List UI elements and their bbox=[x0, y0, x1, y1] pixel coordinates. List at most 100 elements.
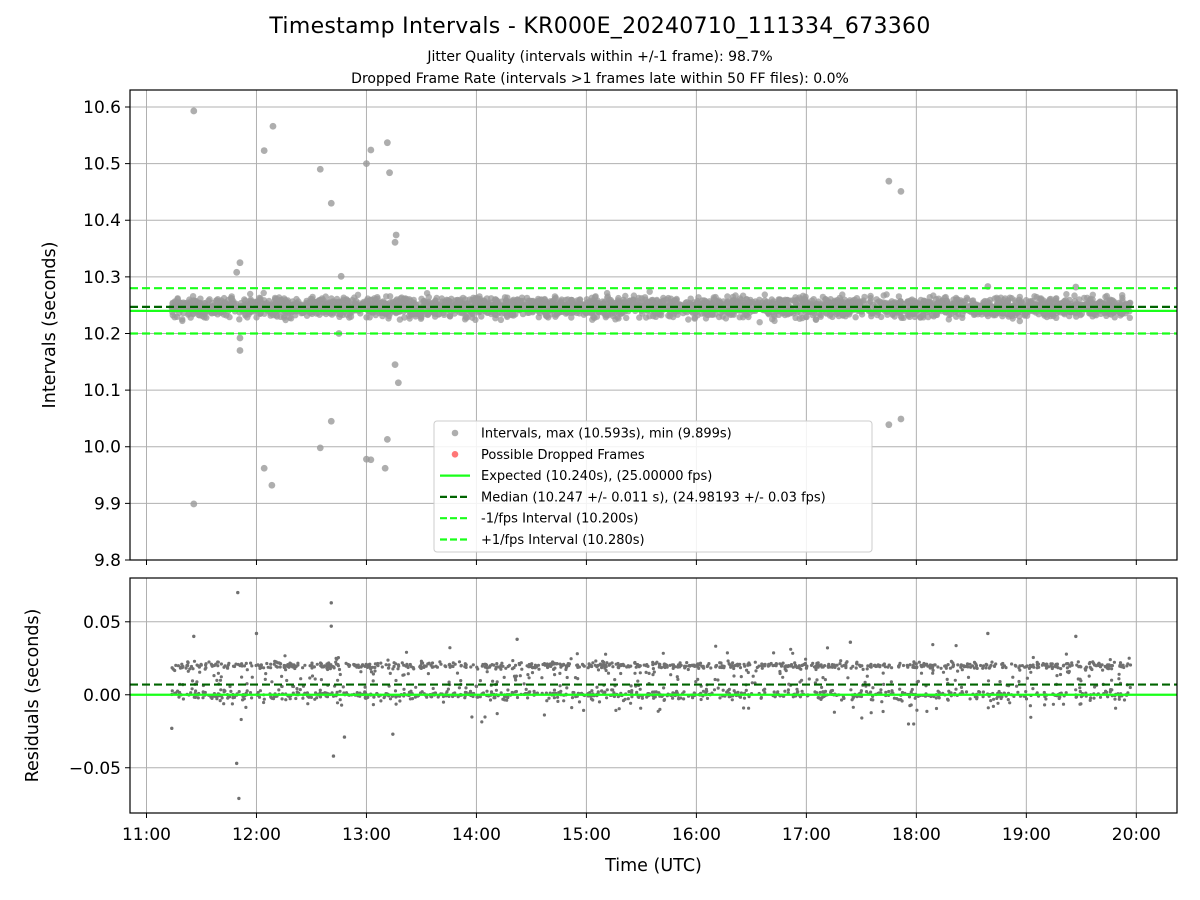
interval-outlier-point bbox=[236, 347, 244, 354]
residual-outlier-point bbox=[1074, 634, 1078, 639]
residual-point bbox=[489, 690, 494, 694]
residual-point bbox=[915, 708, 919, 712]
residual-point bbox=[869, 711, 873, 715]
residual-point bbox=[405, 662, 409, 666]
residual-point bbox=[336, 678, 340, 682]
interval-point bbox=[1111, 299, 1119, 307]
residual-point bbox=[937, 696, 941, 700]
residual-point bbox=[447, 680, 451, 684]
interval-point bbox=[623, 314, 630, 322]
residual-point bbox=[721, 688, 725, 692]
residual-point bbox=[527, 690, 531, 695]
residual-point bbox=[388, 697, 393, 701]
residual-point bbox=[284, 698, 288, 702]
residual-point bbox=[804, 657, 808, 661]
residual-point bbox=[262, 697, 266, 701]
residual-point bbox=[272, 662, 276, 666]
residual-point bbox=[562, 662, 566, 666]
residual-point bbox=[463, 690, 467, 695]
interval-point bbox=[883, 291, 890, 298]
residual-point bbox=[901, 663, 906, 668]
residual-point bbox=[1078, 689, 1082, 694]
interval-point bbox=[667, 295, 675, 302]
residual-point bbox=[816, 663, 820, 667]
residual-point bbox=[455, 671, 460, 675]
residual-point bbox=[732, 666, 736, 671]
interval-point bbox=[1063, 291, 1070, 298]
legend-label: +1/fps Interval (10.280s) bbox=[481, 533, 645, 548]
residual-point bbox=[323, 691, 327, 695]
residual-point bbox=[984, 666, 988, 670]
residual-point bbox=[414, 685, 418, 689]
y-tick-label: 10.1 bbox=[83, 381, 121, 401]
residual-point bbox=[881, 671, 885, 675]
interval-point bbox=[724, 293, 731, 300]
interval-point bbox=[286, 314, 293, 321]
residual-point bbox=[742, 706, 746, 710]
intervals-frame bbox=[129, 89, 1178, 561]
residual-point bbox=[909, 690, 913, 694]
interval-point bbox=[340, 296, 347, 303]
residual-point bbox=[478, 679, 482, 683]
residual-point bbox=[644, 670, 648, 675]
residual-point bbox=[244, 705, 248, 710]
residual-point bbox=[1025, 676, 1029, 680]
interval-point bbox=[333, 295, 341, 303]
residual-point bbox=[204, 666, 208, 670]
residual-point bbox=[285, 664, 290, 669]
residual-point bbox=[678, 661, 682, 665]
residual-point bbox=[499, 663, 503, 668]
residual-point bbox=[823, 678, 828, 682]
residual-point bbox=[219, 662, 223, 666]
interval-outlier-point bbox=[383, 435, 391, 443]
residual-point bbox=[577, 700, 582, 704]
residual-point bbox=[201, 690, 205, 695]
interval-point bbox=[273, 312, 280, 319]
residual-point bbox=[682, 697, 686, 701]
interval-point bbox=[1037, 295, 1045, 302]
interval-point bbox=[852, 314, 859, 321]
residual-point bbox=[846, 676, 850, 680]
residual-point bbox=[195, 680, 199, 684]
residual-point bbox=[188, 667, 192, 671]
interval-point bbox=[472, 297, 479, 304]
interval-point bbox=[1009, 315, 1016, 322]
residual-point bbox=[1059, 667, 1063, 671]
residual-point bbox=[231, 664, 236, 668]
residual-point bbox=[262, 666, 266, 670]
interval-point bbox=[421, 299, 429, 306]
residual-point bbox=[1100, 663, 1104, 667]
residual-point bbox=[373, 669, 377, 673]
residual-point bbox=[1075, 663, 1079, 667]
residual-point bbox=[981, 664, 986, 668]
residual-point bbox=[988, 665, 992, 669]
residual-point bbox=[605, 696, 609, 700]
residual-point bbox=[406, 665, 410, 670]
residual-point bbox=[992, 697, 996, 701]
interval-point bbox=[963, 294, 970, 301]
residual-point bbox=[712, 688, 717, 692]
residual-point bbox=[818, 690, 822, 695]
residual-point bbox=[1058, 695, 1062, 699]
residual-point bbox=[582, 708, 586, 713]
residual-point bbox=[199, 663, 203, 667]
residual-point bbox=[789, 647, 793, 651]
residual-point bbox=[638, 671, 642, 675]
residual-point bbox=[651, 660, 655, 665]
residual-point bbox=[282, 665, 286, 669]
residual-point bbox=[456, 695, 460, 699]
residual-point bbox=[511, 659, 515, 663]
interval-point bbox=[695, 294, 702, 301]
residual-point bbox=[742, 696, 747, 700]
interval-point bbox=[520, 297, 527, 305]
residual-point bbox=[989, 699, 993, 703]
residual-point bbox=[601, 659, 605, 663]
residual-point bbox=[330, 691, 334, 695]
residual-point bbox=[301, 696, 305, 700]
residual-point bbox=[688, 664, 693, 668]
residual-point bbox=[177, 695, 181, 699]
residual-point bbox=[194, 689, 198, 693]
residual-point bbox=[931, 643, 935, 647]
interval-point bbox=[548, 299, 555, 306]
residual-point bbox=[1092, 696, 1096, 700]
